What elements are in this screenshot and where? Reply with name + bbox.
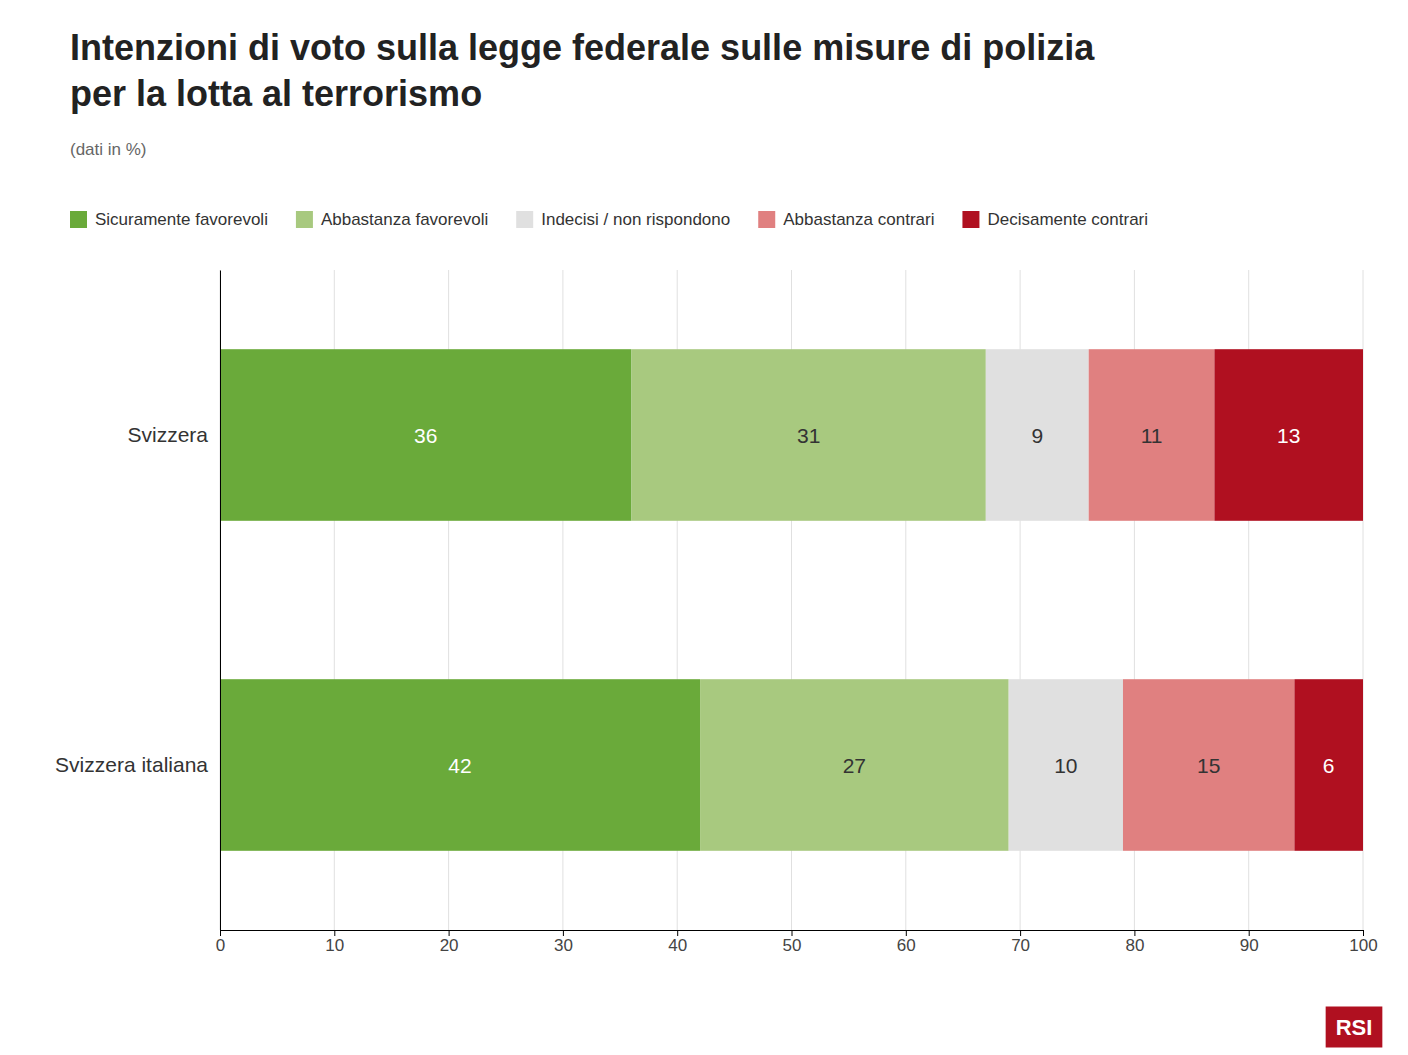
y-tick-label: Svizzera italiana <box>55 753 208 776</box>
data-label: 9 <box>1031 424 1043 447</box>
legend-label: Decisamente contrari <box>987 210 1148 229</box>
y-axis: Svizzera Svizzera italiana <box>55 271 220 931</box>
x-tick-label: 10 <box>325 936 344 955</box>
data-label: 13 <box>1277 424 1300 447</box>
bars <box>220 349 1363 851</box>
legend-swatch <box>962 211 979 228</box>
bar <box>1214 349 1363 521</box>
legend-item: Abbastanza contrari <box>758 210 934 229</box>
legend-label: Indecisi / non rispondono <box>541 210 730 229</box>
plot: 3642312791011151360102030405060708090100… <box>55 270 1378 955</box>
x-tick-label: 70 <box>1011 936 1030 955</box>
x-tick: 70 <box>1011 930 1030 955</box>
x-tick-label: 80 <box>1125 936 1144 955</box>
y-tick-label: Svizzera <box>127 423 208 446</box>
legend: Sicuramente favorevoli Abbastanza favorev… <box>70 210 1148 229</box>
bar <box>220 679 700 851</box>
data-label: 27 <box>843 754 866 777</box>
x-tick: 80 <box>1125 930 1144 955</box>
x-tick: 30 <box>554 930 573 955</box>
bar <box>1123 679 1294 851</box>
bar <box>1294 679 1363 851</box>
subtitle: (dati in %) <box>70 140 147 159</box>
x-tick-label: 60 <box>897 936 916 955</box>
data-label: 11 <box>1141 424 1163 447</box>
bar <box>1009 679 1123 851</box>
x-tick: 90 <box>1240 930 1259 955</box>
logo-text: RSI <box>1336 1015 1373 1040</box>
data-labels: 36 42 31 27 9 10 11 15 13 6 <box>414 424 1334 777</box>
legend-label: Abbastanza contrari <box>783 210 934 229</box>
legend-item: Sicuramente favorevoli <box>70 210 268 229</box>
x-tick: 10 <box>325 930 344 955</box>
data-label: 10 <box>1054 754 1077 777</box>
x-tick-label: 20 <box>440 936 459 955</box>
bar <box>1089 349 1215 521</box>
x-tick: 0 <box>216 930 225 955</box>
legend-swatch <box>758 211 775 228</box>
x-tick-label: 30 <box>554 936 573 955</box>
x-tick: 40 <box>668 930 687 955</box>
x-tick-label: 50 <box>783 936 802 955</box>
series <box>631 349 1008 851</box>
y-tick: Svizzera italiana <box>55 753 220 776</box>
bar <box>700 679 1009 851</box>
legend-item: Decisamente contrari <box>962 210 1148 229</box>
logo: RSI <box>1326 1007 1383 1048</box>
legend-swatch <box>70 211 87 228</box>
chart-svg: Intenzioni di voto sulla legge federale … <box>0 0 1408 1055</box>
data-label: 36 <box>414 424 437 447</box>
legend-swatch <box>296 211 313 228</box>
title-line: Intenzioni di voto sulla legge federale … <box>70 27 1095 68</box>
data-label: 15 <box>1197 754 1220 777</box>
data-label: 31 <box>797 424 820 447</box>
data-label: 42 <box>448 754 471 777</box>
grid <box>220 270 1363 930</box>
x-tick: 50 <box>783 930 802 955</box>
legend-item: Abbastanza favorevoli <box>296 210 488 229</box>
title-line: per la lotta al terrorismo <box>70 73 482 114</box>
x-axis: 0 10 20 30 40 50 60 70 80 90 100 <box>216 930 1378 955</box>
x-tick-label: 100 <box>1349 936 1377 955</box>
y-axis-line <box>220 271 221 931</box>
logo-box <box>1326 1007 1383 1048</box>
x-tick: 20 <box>440 930 459 955</box>
y-tick: Svizzera <box>127 423 220 446</box>
series <box>1214 349 1363 851</box>
x-tick: 60 <box>897 930 916 955</box>
legend-label: Sicuramente favorevoli <box>95 210 268 229</box>
bar <box>986 349 1089 521</box>
legend-label: Abbastanza favorevoli <box>321 210 488 229</box>
x-tick-label: 90 <box>1240 936 1259 955</box>
x-tick-label: 40 <box>668 936 687 955</box>
data-label: 6 <box>1323 754 1335 777</box>
grid-line <box>220 270 221 930</box>
series <box>220 349 700 851</box>
bar <box>631 349 985 521</box>
x-tick: 100 <box>1349 930 1377 955</box>
title: Intenzioni di voto sulla legge federale … <box>70 27 1095 114</box>
legend-swatch <box>516 211 533 228</box>
x-tick-label: 0 <box>216 936 225 955</box>
legend-item: Indecisi / non rispondono <box>516 210 730 229</box>
bar <box>220 349 631 521</box>
